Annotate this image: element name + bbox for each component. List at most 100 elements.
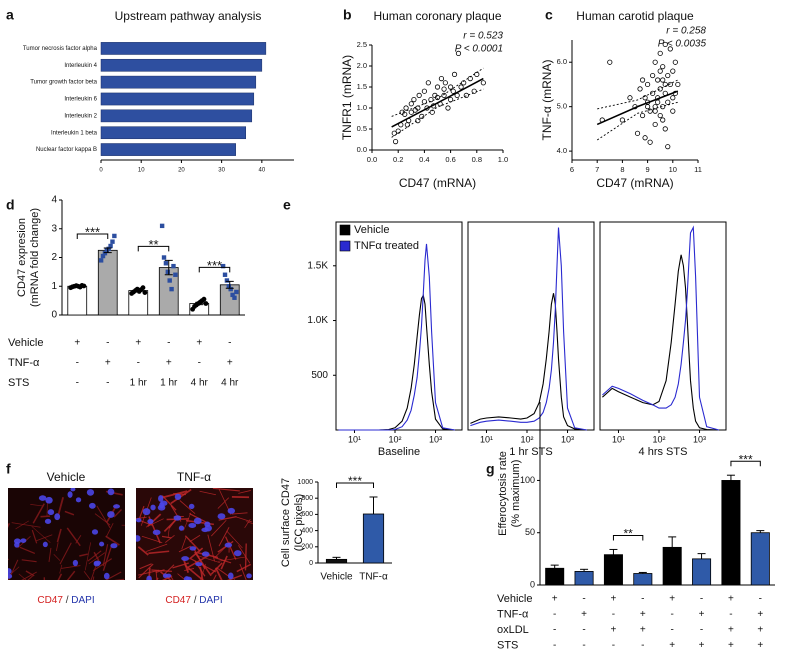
condition-value: +	[135, 338, 141, 349]
x-tick-label: 10¹	[348, 434, 361, 444]
x-tick-label: Vehicle	[320, 572, 353, 583]
y-tick-label: 500	[311, 370, 328, 381]
y-tick-label: 0	[530, 579, 535, 589]
point	[650, 90, 656, 96]
micrograph-fiber	[173, 493, 186, 496]
micrograph-fiber	[94, 513, 111, 526]
significance-bracket	[612, 534, 644, 541]
category-label: Interleukin 2	[64, 113, 97, 119]
micrograph-fiber	[151, 569, 172, 572]
chart-title: Human coronary plaque	[373, 9, 501, 23]
micrograph-fiber	[184, 535, 201, 552]
y-axis-label: Efferocytosis rate	[497, 451, 509, 536]
micrograph-fiber	[21, 559, 37, 563]
condition-value: -	[228, 338, 231, 349]
point	[652, 121, 658, 128]
micrograph-nucleus	[67, 491, 73, 498]
micrograph-nucleus	[157, 504, 166, 511]
micrograph-fiber	[146, 543, 168, 552]
point	[220, 263, 226, 269]
micrograph-fiber	[8, 559, 19, 580]
micrograph-fiber	[167, 526, 170, 538]
point	[224, 278, 230, 283]
micrograph-fiber	[139, 519, 153, 526]
condition-value: 1 hr	[160, 378, 178, 389]
micrograph-nucleus	[8, 573, 13, 579]
condition-value: +	[699, 640, 705, 651]
category-label: Tumor necrosis factor alpha	[23, 46, 98, 52]
point	[627, 95, 633, 101]
point	[228, 286, 233, 292]
point	[421, 88, 427, 94]
micrograph-fiber	[8, 558, 9, 561]
y-axis-label: Cell surface CD47	[280, 478, 292, 567]
stain-part: CD47	[37, 595, 63, 606]
point	[402, 111, 408, 117]
condition-value: -	[553, 640, 556, 651]
y-tick-label: 100	[520, 475, 535, 485]
y-tick-label: 1.0	[357, 103, 367, 112]
panel-letter: c	[545, 7, 553, 23]
histogram-line	[338, 243, 455, 431]
bar	[100, 143, 236, 156]
x-tick-label: 10²	[520, 434, 533, 444]
bar	[325, 558, 348, 564]
bar	[100, 75, 257, 89]
condition-value: -	[612, 640, 615, 651]
bar	[100, 109, 253, 123]
micrograph-fiber	[31, 526, 51, 543]
point	[670, 68, 676, 74]
plot-frame	[599, 221, 727, 431]
micrograph-fiber	[102, 544, 109, 567]
x-axis-label: Baseline	[378, 446, 420, 458]
condition-value: +	[581, 609, 587, 620]
point	[416, 92, 422, 99]
y-axis-label: TNFR1 (mRNA)	[340, 55, 354, 140]
micrograph-fiber	[55, 542, 59, 551]
y-tick-label: 0.5	[357, 124, 367, 133]
significance-bracket	[730, 460, 761, 467]
micrograph-fiber	[212, 574, 217, 580]
condition-label: Vehicle	[8, 337, 43, 349]
point	[657, 68, 663, 74]
micrograph-nucleus	[75, 497, 82, 503]
y-tick-label: 5.0	[557, 102, 567, 111]
point	[230, 292, 235, 298]
micrograph-fiber	[199, 490, 216, 496]
y-tick-label: 400	[301, 527, 313, 534]
micrograph-fiber	[31, 529, 38, 544]
x-tick-label: 10²	[388, 434, 401, 444]
micrograph-fiber	[40, 515, 50, 518]
condition-value: -	[759, 594, 762, 605]
confidence-bound	[596, 101, 678, 141]
significance-bracket	[76, 233, 109, 240]
plot-frame	[467, 221, 595, 431]
point	[662, 126, 668, 132]
condition-value: -	[612, 609, 615, 620]
point	[434, 94, 441, 101]
micrograph-nucleus	[189, 546, 197, 551]
histogram-line	[470, 293, 587, 431]
x-tick-label: 0.8	[472, 155, 482, 164]
micrograph-fiber	[141, 535, 163, 544]
micrograph-fiber	[197, 555, 221, 564]
y-axis-label: TNF-α (mRNA)	[540, 60, 554, 141]
micrograph-fiber	[105, 535, 120, 546]
point	[98, 258, 104, 263]
point	[395, 128, 401, 134]
stain-label: CD47 / DAPI	[165, 595, 222, 606]
y-axis-label: (% maximum)	[510, 460, 522, 528]
significance-bracket	[336, 482, 374, 488]
micrograph-fiber	[136, 516, 147, 520]
micrograph-nucleus	[188, 503, 195, 510]
micrograph-fiber	[84, 542, 92, 571]
point	[451, 71, 458, 78]
condition-value: +	[74, 338, 80, 349]
x-axis-label: 4 hrs STS	[639, 446, 688, 458]
x-tick-label: 10	[669, 165, 677, 174]
micrograph-nucleus	[70, 488, 76, 492]
point	[108, 243, 113, 249]
point	[442, 80, 448, 86]
micrograph-fiber	[30, 504, 44, 507]
